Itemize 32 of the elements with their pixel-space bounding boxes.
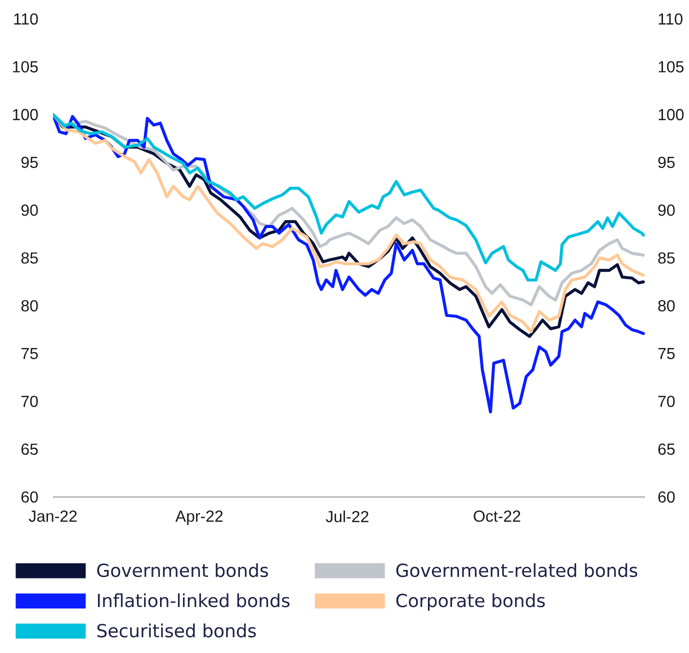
y2-tick-label: 100 [658,108,684,120]
y2-tick-label: 65 [658,444,675,455]
legend-label: Inflation-linked bonds [98,593,290,608]
y2-tick-label: 110 [658,13,682,25]
y2-tick-label: 70 [658,396,675,408]
y2-tick-label: 85 [658,252,675,264]
y-tick-label: 85 [21,252,38,264]
y-tick-label: 95 [21,156,38,168]
x-tick-label: Jan-22 [28,510,77,522]
y-tick-label: 60 [21,491,38,503]
y-tick-label: 80 [21,300,38,312]
legend-label: Government-related bonds [396,563,638,578]
x-tick-label: Apr-22 [175,510,223,526]
y-tick-label: 100 [13,108,38,120]
y-tick-label: 70 [21,396,38,408]
legend-label: Corporate bonds [396,593,545,611]
legend-label: Government bonds [97,563,268,578]
y-tick-label: 105 [13,61,38,72]
x-tick-label: Oct-22 [474,510,520,522]
x-tick-label: Jul-22 [326,510,368,522]
y-tick-label: 90 [21,204,38,216]
y2-tick-label: 75 [658,348,675,360]
y-tick-label: 65 [21,444,38,455]
y2-tick-label: 60 [658,491,675,503]
y2-tick-label: 95 [658,156,675,168]
y-tick-label: 75 [21,348,38,360]
line-series [53,113,645,414]
y2-tick-label: 80 [658,300,675,312]
y-tick-label: 110 [14,13,38,25]
legend-label: Securitised bonds [97,624,256,638]
y2-tick-label: 105 [658,61,684,72]
y2-tick-label: 90 [658,204,675,216]
